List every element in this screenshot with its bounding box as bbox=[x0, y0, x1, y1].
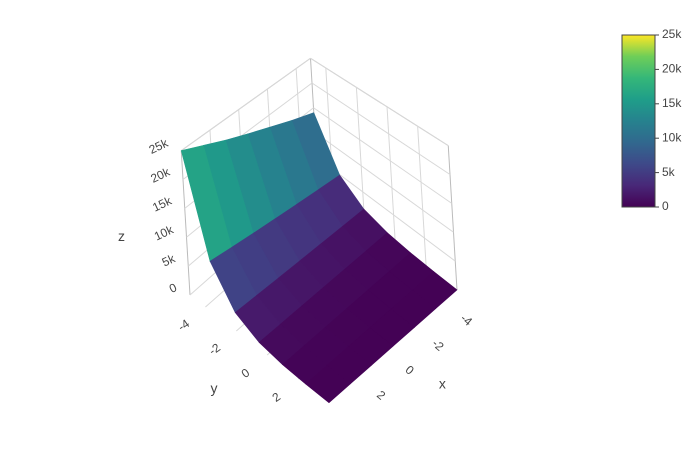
colorbar-tick-label: 15k bbox=[662, 96, 682, 110]
colorbar-tick-label: 25k bbox=[662, 27, 682, 41]
surface-cell bbox=[305, 365, 351, 404]
x-tick-label: -2 bbox=[429, 336, 446, 354]
grid-line bbox=[386, 106, 396, 243]
surface bbox=[180, 112, 458, 404]
z-tick-label: 20k bbox=[148, 164, 172, 185]
z-tick-label: 15k bbox=[150, 193, 174, 214]
colorbar-tick-label: 5k bbox=[662, 165, 676, 179]
x-axis-title: x bbox=[439, 376, 446, 392]
z-tick-label: 25k bbox=[147, 136, 171, 157]
x-tick-label: -4 bbox=[458, 311, 475, 329]
grid-line bbox=[417, 126, 427, 267]
colorbar-tick-label: 10k bbox=[662, 130, 682, 144]
z-tick-label: 0 bbox=[167, 280, 179, 296]
colorbar-tick-label: 20k bbox=[662, 62, 682, 76]
box-edge bbox=[447, 145, 458, 291]
y-axis-title: y bbox=[210, 380, 217, 396]
y-tick-label: -2 bbox=[206, 340, 223, 358]
grid-line bbox=[311, 82, 451, 175]
grid-line bbox=[180, 57, 311, 152]
box-edge bbox=[180, 150, 191, 296]
y-tick-label: 0 bbox=[239, 365, 253, 380]
z-axis-title: z bbox=[118, 228, 125, 244]
z-tick-label: 5k bbox=[160, 251, 178, 269]
z-tick-label: 10k bbox=[152, 222, 176, 243]
colorbar bbox=[621, 34, 656, 208]
x-tick-label: 2 bbox=[374, 388, 388, 403]
colorbar-ticks: 0 5k 10k 15k 20k 25k bbox=[655, 27, 682, 213]
colorbar-tick-label: 0 bbox=[662, 199, 669, 213]
grid-line bbox=[314, 132, 454, 233]
y-tick-label: -4 bbox=[175, 316, 192, 334]
grid-line bbox=[310, 57, 449, 147]
x-tick-label: 0 bbox=[403, 363, 417, 378]
y-tick-label: 2 bbox=[270, 389, 284, 404]
grid-line bbox=[313, 107, 453, 204]
grid-line bbox=[355, 87, 365, 219]
